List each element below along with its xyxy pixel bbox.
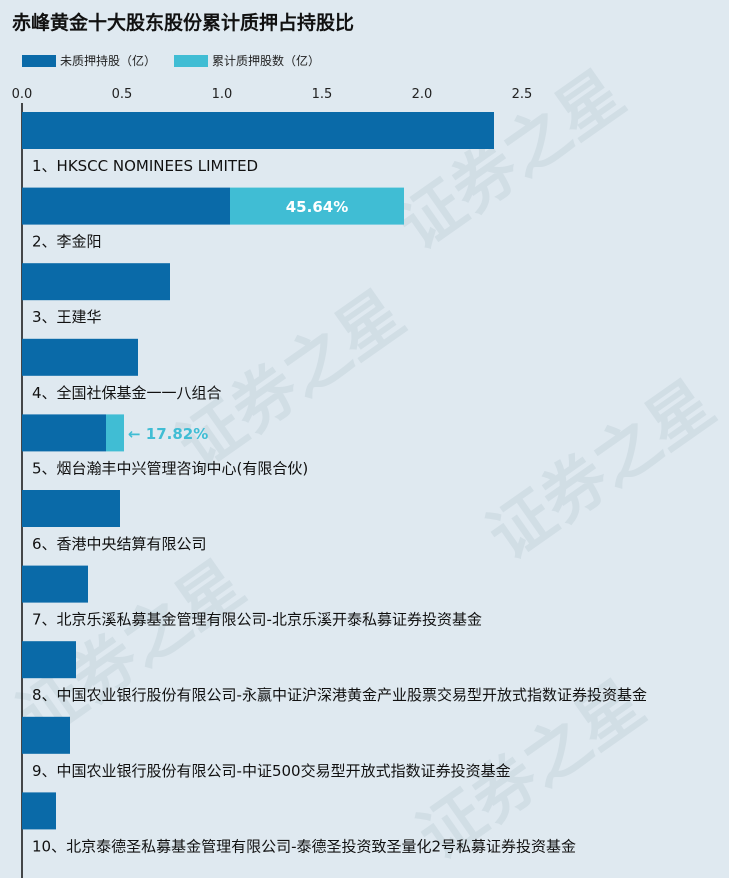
x-tick-label: 2.5 — [512, 87, 533, 102]
bar-unpledged — [22, 187, 230, 225]
category-label: 10、北京泰德圣私募基金管理有限公司-泰德圣投资致圣量化2号私募证券投资基金 — [32, 837, 576, 855]
category-label: 4、全国社保基金一一八组合 — [32, 384, 222, 402]
bar-pledged — [230, 187, 404, 225]
x-tick-label: 2.0 — [412, 87, 433, 102]
bar-unpledged — [22, 792, 56, 830]
chart-legend: 未质押持股（亿） 累计质押股数（亿） — [22, 52, 338, 69]
category-label: 6、香港中央结算有限公司 — [32, 535, 207, 553]
category-label: 8、中国农业银行股份有限公司-永赢中证沪深港黄金产业股票交易型开放式指数证券投资… — [32, 686, 647, 704]
x-tick-label: 0.0 — [12, 87, 33, 102]
bar-unpledged — [22, 641, 76, 679]
category-label: 7、北京乐溪私募基金管理有限公司-北京乐溪开泰私募证券投资基金 — [32, 611, 482, 629]
category-label: 5、烟台瀚丰中兴管理咨询中心(有限合伙) — [32, 459, 308, 477]
bar-unpledged — [22, 565, 88, 603]
bar-unpledged — [22, 414, 106, 452]
category-label: 9、中国农业银行股份有限公司-中证500交易型开放式指数证券投资基金 — [32, 762, 511, 780]
legend-label-pledged: 累计质押股数（亿） — [212, 54, 321, 68]
legend-label-unpledged: 未质押持股（亿） — [60, 54, 157, 68]
x-tick-label: 1.0 — [212, 87, 233, 102]
bar-unpledged — [22, 716, 70, 754]
legend-item-pledged: 累计质押股数（亿） — [174, 52, 320, 69]
bar-unpledged — [22, 338, 138, 376]
chart-title: 赤峰黄金十大股东股份累计质押占持股比 — [12, 12, 355, 34]
pledge-ratio-label: 45.64% — [286, 198, 348, 216]
legend-swatch-unpledged — [22, 54, 56, 67]
category-label: 3、王建华 — [32, 308, 102, 326]
bar-unpledged — [22, 112, 494, 149]
legend-swatch-pledged — [174, 54, 209, 67]
x-tick-label: 1.5 — [312, 87, 333, 102]
pledge-ratio-label: ← 17.82% — [128, 425, 208, 443]
legend-item-unpledged: 未质押持股（亿） — [22, 52, 156, 69]
bar-pledged — [106, 414, 124, 452]
bar-unpledged — [22, 263, 170, 301]
category-label: 1、HKSCC NOMINEES LIMITED — [32, 157, 258, 175]
bar-unpledged — [22, 490, 120, 527]
x-tick-label: 0.5 — [112, 87, 133, 102]
category-label: 2、李金阳 — [32, 233, 102, 251]
